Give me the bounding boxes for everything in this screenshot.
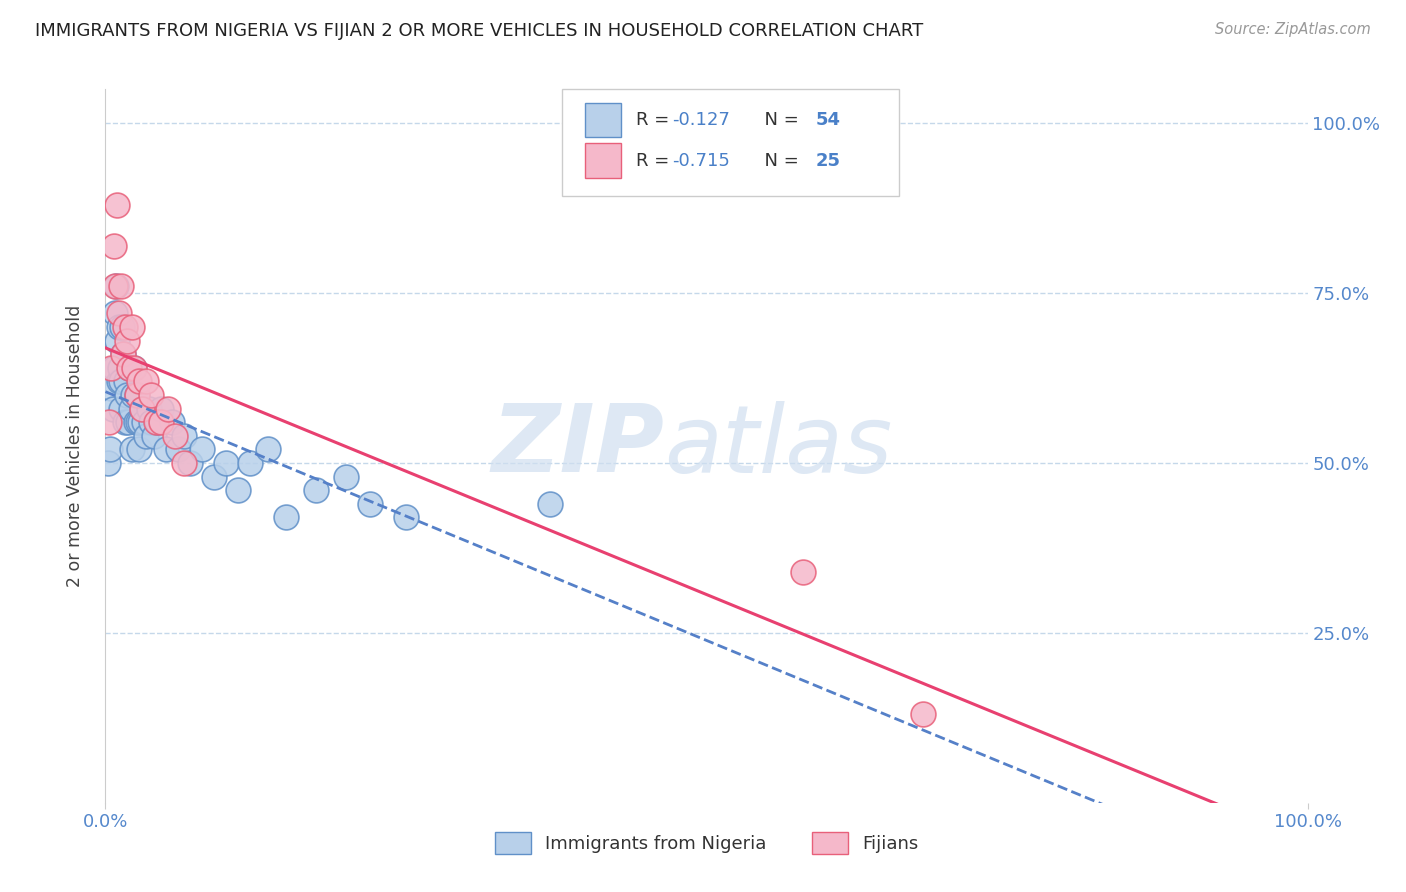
Point [226,483,249,498]
Point [155,442,177,457]
Point [124,360,146,375]
Point [117,415,139,429]
Point [120,401,142,416]
Text: ZIP: ZIP [492,400,665,492]
Point [160,415,183,429]
Text: -0.715: -0.715 [672,152,730,169]
Point [107,375,129,389]
Point [129,415,152,429]
Point [115,388,138,402]
Point [101,401,124,416]
Point [165,429,187,443]
Point [124,415,146,429]
Point [132,415,155,429]
Point [131,401,153,416]
Point [125,388,148,402]
Point [114,415,136,429]
Point [114,320,136,334]
Point [110,375,132,389]
Point [359,497,381,511]
Point [121,320,143,334]
Point [98,442,121,457]
Point [128,442,150,457]
Point [104,279,127,293]
Point [156,401,179,416]
Point [105,279,128,293]
Text: 54: 54 [815,111,841,128]
Point [274,510,297,524]
Point [166,442,188,457]
Point [115,334,138,348]
Text: R =: R = [636,111,675,128]
Text: 25: 25 [815,152,841,169]
Text: N =: N = [754,111,804,128]
Text: atlas: atlas [665,401,893,491]
Point [131,401,153,416]
Point [911,707,934,722]
Point [149,401,172,416]
Point [118,360,141,375]
Point [135,375,157,389]
Point [122,388,145,402]
Point [118,360,141,375]
Text: Source: ZipAtlas.com: Source: ZipAtlas.com [1215,22,1371,37]
Point [395,510,418,524]
Point [202,469,225,483]
Text: -0.127: -0.127 [672,111,730,128]
Text: R =: R = [636,152,675,169]
Point [135,429,157,443]
Point [239,456,262,470]
Point [128,375,150,389]
Point [149,415,172,429]
Point [108,360,131,375]
Point [335,469,357,483]
Legend: Immigrants from Nigeria, Fijians: Immigrants from Nigeria, Fijians [488,825,925,862]
Point [190,442,212,457]
Point [179,456,201,470]
Point [103,238,125,252]
Point [124,360,146,375]
Text: IMMIGRANTS FROM NIGERIA VS FIJIAN 2 OR MORE VEHICLES IN HOUSEHOLD CORRELATION CH: IMMIGRANTS FROM NIGERIA VS FIJIAN 2 OR M… [35,22,924,40]
Point [127,415,149,429]
Point [100,381,122,395]
Bar [585,144,621,178]
Point [173,429,195,443]
Point [538,497,561,511]
Point [103,360,125,375]
Point [145,415,167,429]
Point [142,429,165,443]
Point [107,320,129,334]
Point [100,360,122,375]
Point [107,306,129,320]
Point [98,415,121,429]
Point [139,415,162,429]
Point [110,401,132,416]
Point [256,442,278,457]
Point [146,415,169,429]
Text: N =: N = [754,152,804,169]
Point [139,388,162,402]
FancyBboxPatch shape [562,89,898,196]
Point [107,198,129,212]
Y-axis label: 2 or more Vehicles in Household: 2 or more Vehicles in Household [66,305,84,587]
Point [173,456,195,470]
Point [97,456,120,470]
Point [110,279,132,293]
Point [305,483,328,498]
Point [104,306,127,320]
Bar [585,103,621,137]
Point [111,320,134,334]
Point [107,334,129,348]
Point [112,347,135,361]
Point [112,347,135,361]
Point [125,388,148,402]
Point [792,565,814,579]
Point [115,375,138,389]
Point [138,401,160,416]
Point [121,442,143,457]
Point [214,456,236,470]
